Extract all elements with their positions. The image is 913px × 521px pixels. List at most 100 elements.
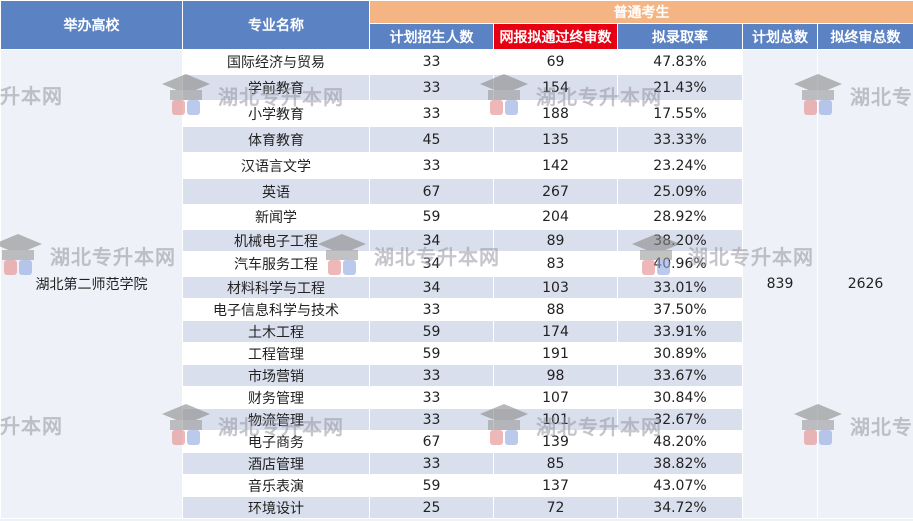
rate-cell: 21.43% xyxy=(617,74,743,101)
major-cell: 电子商务 xyxy=(182,430,370,453)
table-row: 音乐表演 59 137 43.07% xyxy=(1,474,913,497)
planned-cell: 33 xyxy=(369,152,494,179)
table-row: 工程管理 59 191 30.89% xyxy=(1,342,913,365)
header-passed: 网报拟通过终审数 xyxy=(493,23,618,50)
major-cell: 汽车服务工程 xyxy=(182,251,370,277)
planned-cell: 45 xyxy=(369,126,494,153)
rate-cell: 30.84% xyxy=(617,386,743,409)
passed-cell: 103 xyxy=(493,276,618,299)
table-row: 市场营销 33 98 33.67% xyxy=(1,364,913,387)
planned-cell: 34 xyxy=(369,251,494,277)
table-row: 小学教育 33 188 17.55% xyxy=(1,100,913,127)
passed-cell: 88 xyxy=(493,298,618,321)
rate-cell: 37.50% xyxy=(617,298,743,321)
major-cell: 环境设计 xyxy=(182,496,370,519)
header-total-planned: 计划总数 xyxy=(742,23,818,50)
table-row: 环境设计 25 72 34.72% xyxy=(1,496,913,519)
header-rate: 拟录取率 xyxy=(617,23,743,50)
passed-cell: 85 xyxy=(493,452,618,475)
planned-cell: 25 xyxy=(369,496,494,519)
major-cell: 土木工程 xyxy=(182,320,370,343)
major-cell: 财务管理 xyxy=(182,386,370,409)
planned-cell: 33 xyxy=(369,74,494,101)
passed-cell: 191 xyxy=(493,342,618,365)
rate-cell: 23.24% xyxy=(617,152,743,179)
rate-cell: 33.67% xyxy=(617,364,743,387)
total-passed-value: 2626 xyxy=(816,49,913,519)
passed-cell: 83 xyxy=(493,251,618,277)
header-planned: 计划招生人数 xyxy=(369,23,494,50)
rate-cell: 48.20% xyxy=(617,430,743,453)
major-cell: 汉语言文学 xyxy=(182,152,370,179)
planned-cell: 33 xyxy=(369,100,494,127)
passed-cell: 89 xyxy=(493,229,618,252)
passed-cell: 142 xyxy=(493,152,618,179)
planned-cell: 33 xyxy=(369,49,494,75)
rate-cell: 25.09% xyxy=(617,178,743,205)
major-cell: 新闻学 xyxy=(182,204,370,230)
rate-cell: 30.89% xyxy=(617,342,743,365)
passed-cell: 135 xyxy=(493,126,618,153)
major-cell: 体育教育 xyxy=(182,126,370,153)
table-row: 物流管理 33 101 32.67% xyxy=(1,408,913,431)
passed-cell: 154 xyxy=(493,74,618,101)
school-name: 湖北第二师范学院 xyxy=(0,49,183,519)
table-row: 财务管理 33 107 30.84% xyxy=(1,386,913,409)
planned-cell: 33 xyxy=(369,364,494,387)
passed-cell: 139 xyxy=(493,430,618,453)
passed-cell: 107 xyxy=(493,386,618,409)
passed-cell: 69 xyxy=(493,49,618,75)
major-cell: 英语 xyxy=(182,178,370,205)
rate-cell: 32.67% xyxy=(617,408,743,431)
major-cell: 国际经济与贸易 xyxy=(182,49,370,75)
rate-cell: 47.83% xyxy=(617,49,743,75)
major-cell: 小学教育 xyxy=(182,100,370,127)
major-cell: 电子信息科学与技术 xyxy=(182,298,370,321)
passed-cell: 98 xyxy=(493,364,618,387)
planned-cell: 33 xyxy=(369,408,494,431)
planned-cell: 34 xyxy=(369,229,494,252)
planned-cell: 67 xyxy=(369,178,494,205)
rate-cell: 17.55% xyxy=(617,100,743,127)
planned-cell: 67 xyxy=(369,430,494,453)
major-cell: 市场营销 xyxy=(182,364,370,387)
passed-cell: 72 xyxy=(493,496,618,519)
planned-cell: 59 xyxy=(369,474,494,497)
passed-cell: 267 xyxy=(493,178,618,205)
planned-cell: 59 xyxy=(369,320,494,343)
rate-cell: 38.20% xyxy=(617,229,743,252)
major-cell: 工程管理 xyxy=(182,342,370,365)
planned-cell: 33 xyxy=(369,386,494,409)
table-row: 汉语言文学 33 142 23.24% xyxy=(1,152,913,179)
header-total-passed: 拟终审总数 xyxy=(816,23,913,50)
table-row: 酒店管理 33 85 38.82% xyxy=(1,452,913,475)
rate-cell: 28.92% xyxy=(617,204,743,230)
header-group-regular: 普通考生 xyxy=(368,0,913,24)
header-school: 举办高校 xyxy=(0,0,183,50)
passed-cell: 101 xyxy=(493,408,618,431)
planned-cell: 59 xyxy=(369,342,494,365)
table-row: 新闻学 59 204 28.92% xyxy=(1,204,913,230)
major-cell: 机械电子工程 xyxy=(182,229,370,252)
planned-cell: 59 xyxy=(369,204,494,230)
major-cell: 学前教育 xyxy=(182,74,370,101)
planned-cell: 34 xyxy=(369,276,494,299)
rate-cell: 34.72% xyxy=(617,496,743,519)
table-row: 电子信息科学与技术 33 88 37.50% xyxy=(1,298,913,321)
table-row: 湖北第二师范学院 国际经济与贸易 33 69 47.83% 839 2626 xyxy=(0,49,913,519)
passed-cell: 188 xyxy=(493,100,618,127)
rate-cell: 33.91% xyxy=(617,320,743,343)
rate-cell: 33.33% xyxy=(617,126,743,153)
table-row: 体育教育 45 135 33.33% xyxy=(1,126,913,153)
rate-cell: 33.01% xyxy=(617,276,743,299)
total-planned-value: 839 xyxy=(742,49,818,519)
major-cell: 物流管理 xyxy=(182,408,370,431)
rate-cell: 40.96% xyxy=(617,251,743,277)
major-cell: 材料科学与工程 xyxy=(182,276,370,299)
rate-cell: 43.07% xyxy=(617,474,743,497)
passed-cell: 137 xyxy=(493,474,618,497)
planned-cell: 33 xyxy=(369,298,494,321)
table-row: 电子商务 67 139 48.20% xyxy=(1,430,913,453)
planned-cell: 33 xyxy=(369,452,494,475)
passed-cell: 204 xyxy=(493,204,618,230)
